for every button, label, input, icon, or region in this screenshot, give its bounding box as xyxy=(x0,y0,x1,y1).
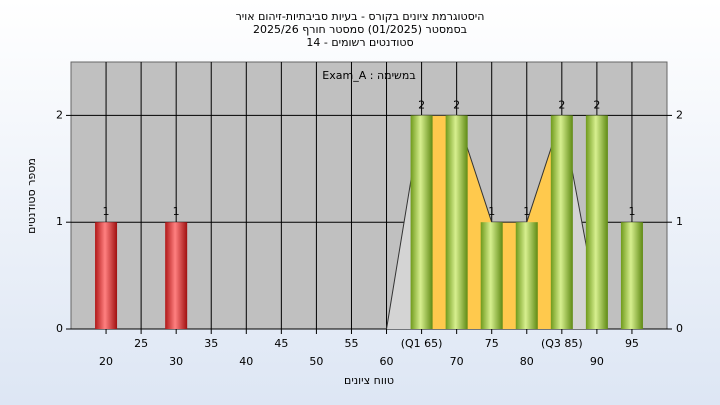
x-tick-label: 35 xyxy=(204,337,218,350)
y-tick-label: 2 xyxy=(56,108,63,121)
value-label: 2 xyxy=(453,98,460,111)
value-label: 2 xyxy=(558,98,565,111)
value-label: 1 xyxy=(103,205,110,218)
y-tick-label: 1 xyxy=(56,215,63,228)
y-axis-label: מספר סטודנטים xyxy=(25,158,38,234)
x-tick-label: (Q1 65) xyxy=(401,337,443,350)
x-tick-label: 30 xyxy=(169,355,183,368)
x-tick-label: 50 xyxy=(309,355,323,368)
value-label: 1 xyxy=(628,205,635,218)
x-tick-label: 60 xyxy=(380,355,394,368)
x-axis-label: טווח ציונים xyxy=(344,374,394,387)
x-tick-label: 55 xyxy=(344,337,358,350)
x-tick-label: 20 xyxy=(99,355,113,368)
bar xyxy=(480,222,503,329)
bar xyxy=(165,222,188,329)
value-label: 2 xyxy=(593,98,600,111)
x-tick-label: 75 xyxy=(485,337,499,350)
x-tick-label: 25 xyxy=(134,337,148,350)
x-tick-label: 90 xyxy=(590,355,604,368)
y2-tick-label: 1 xyxy=(676,215,683,228)
x-tick-label: 70 xyxy=(450,355,464,368)
bar xyxy=(550,115,573,330)
bar xyxy=(95,222,118,329)
bar xyxy=(585,115,608,330)
title-line: היסטוגרמת ציונים בקורס - בעיות סביבתיות-… xyxy=(236,10,485,23)
title-line: סטודנטים רשומים - 14 xyxy=(306,36,413,49)
x-tick-label: 80 xyxy=(520,355,534,368)
x-tick-label: 95 xyxy=(625,337,639,350)
value-label: 1 xyxy=(523,205,530,218)
bar xyxy=(410,115,433,330)
value-label: 1 xyxy=(173,205,180,218)
y2-tick-label: 0 xyxy=(676,322,683,335)
bar xyxy=(620,222,643,329)
annotation: Exam_A : במשימה xyxy=(322,69,415,82)
x-tick-label: 40 xyxy=(239,355,253,368)
x-tick-label: (Q3 85) xyxy=(541,337,583,350)
y2-tick-label: 2 xyxy=(676,108,683,121)
bar xyxy=(515,222,538,329)
y-tick-label: 0 xyxy=(56,322,63,335)
value-label: 2 xyxy=(418,98,425,111)
x-tick-label: 45 xyxy=(274,337,288,350)
bar xyxy=(445,115,468,330)
value-label: 1 xyxy=(488,205,495,218)
title-line: בסמסטר (01/2025) סמסטר חורף 2025/26 xyxy=(253,23,467,36)
